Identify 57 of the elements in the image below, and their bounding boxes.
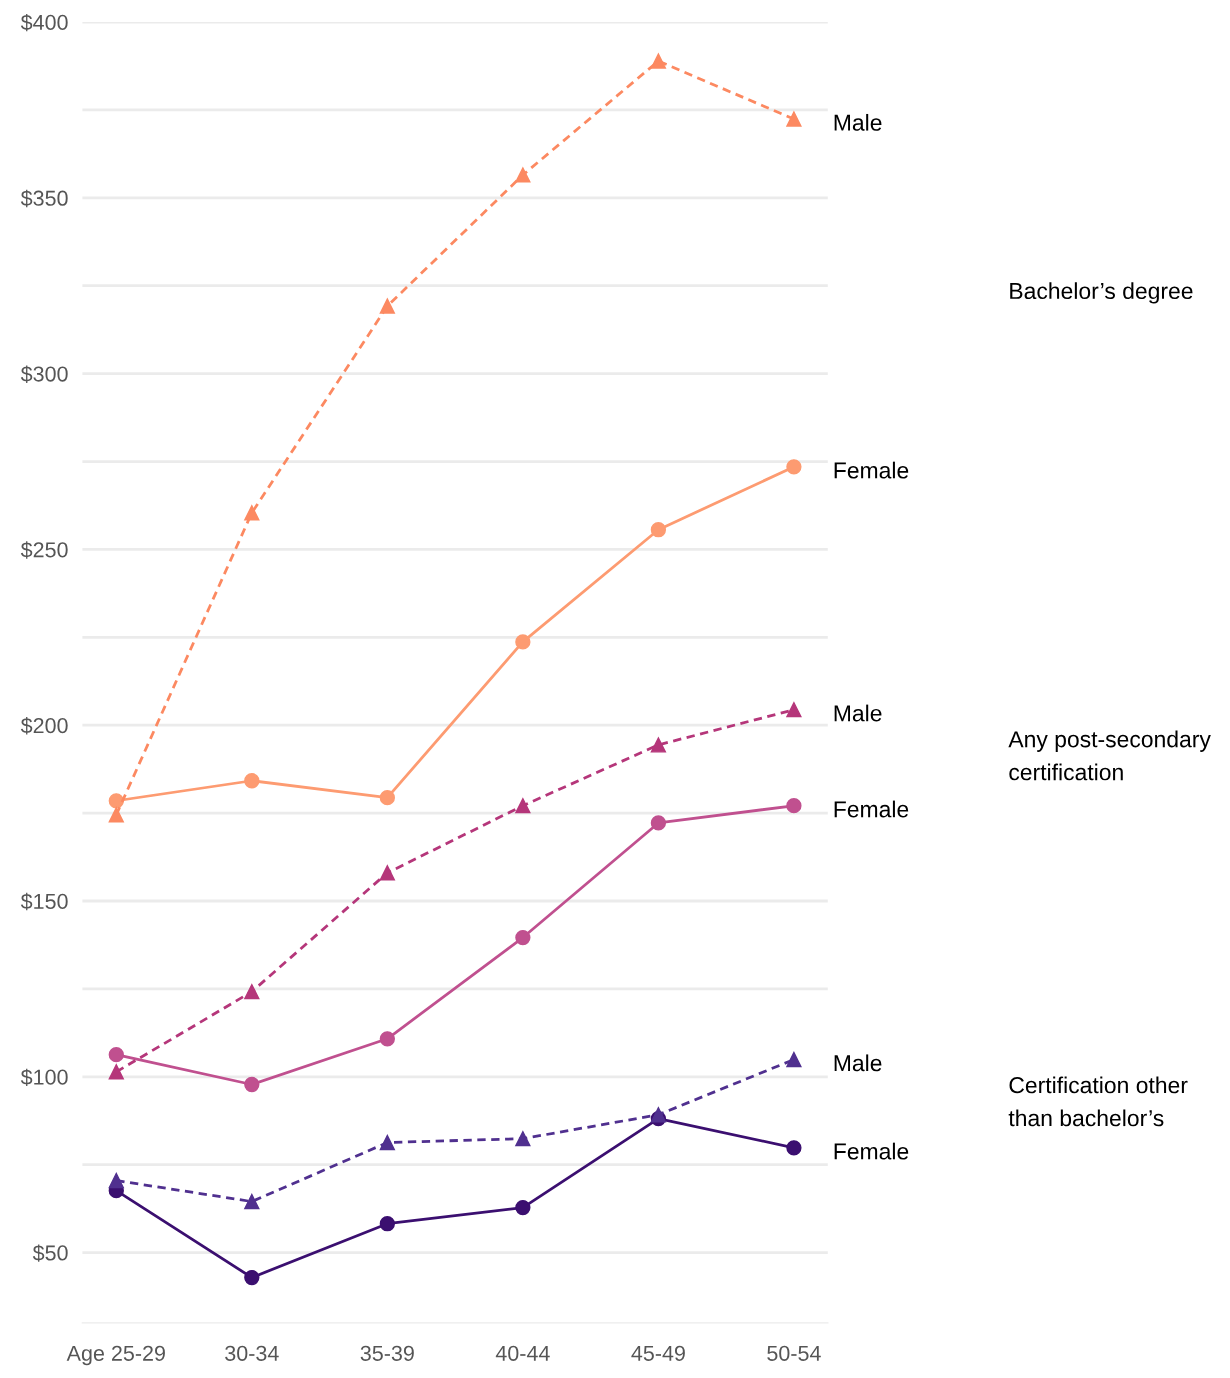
y-tick-label: $50	[32, 1244, 68, 1262]
point	[515, 1131, 531, 1147]
series-label: Female	[834, 800, 909, 818]
series-label: Male	[834, 1054, 882, 1072]
point	[379, 1216, 395, 1232]
point	[650, 815, 667, 831]
point	[108, 1172, 124, 1189]
x-tick-label: 30-34	[225, 1345, 279, 1361]
point	[379, 789, 395, 806]
point	[786, 798, 802, 814]
x-tick-label: 45-49	[631, 1345, 685, 1361]
x-tick-label: 50-54	[767, 1345, 821, 1361]
point	[786, 111, 802, 127]
point	[515, 798, 531, 814]
point	[650, 522, 667, 538]
point	[379, 1134, 395, 1151]
point	[108, 793, 124, 809]
point	[650, 53, 667, 69]
series-label: Female	[834, 1142, 909, 1160]
y-tick-label: $350	[20, 189, 68, 208]
series-label: Female	[834, 461, 909, 479]
y-tick-label: $150	[20, 892, 68, 911]
point	[515, 634, 531, 650]
point	[786, 459, 802, 475]
y-tick-label: $100	[20, 1068, 68, 1087]
point	[244, 984, 260, 1000]
point	[108, 1046, 124, 1063]
point	[650, 737, 667, 753]
point	[244, 505, 260, 521]
text: Certification other than bachelor’s	[1008, 1076, 1188, 1127]
point	[244, 1269, 260, 1286]
x-tick-label: Age 25-29	[66, 1345, 165, 1366]
point	[786, 1051, 802, 1068]
point	[108, 807, 124, 823]
y-tick-label: $300	[20, 365, 68, 383]
y-tick-label: $400	[20, 13, 68, 32]
x-tick-label: 35-39	[360, 1345, 414, 1361]
y-tick-label: $200	[20, 717, 68, 735]
point	[515, 167, 531, 183]
point	[244, 773, 260, 789]
point	[786, 1140, 802, 1156]
y-tick-label: $250	[20, 541, 68, 559]
point	[379, 1031, 395, 1047]
text: Bachelor’s degree	[1010, 282, 1193, 304]
point	[108, 1064, 124, 1080]
point	[379, 865, 395, 881]
point	[515, 929, 531, 946]
point	[244, 1193, 260, 1210]
point	[786, 702, 802, 718]
series-label: Male	[834, 113, 882, 131]
series-label: Male	[834, 704, 882, 722]
point	[379, 298, 395, 314]
text: Any post-secondary certification	[1008, 730, 1211, 781]
point	[244, 1076, 260, 1093]
x-tick-label: 40-44	[495, 1345, 550, 1361]
point	[515, 1199, 531, 1216]
point	[650, 1107, 667, 1123]
